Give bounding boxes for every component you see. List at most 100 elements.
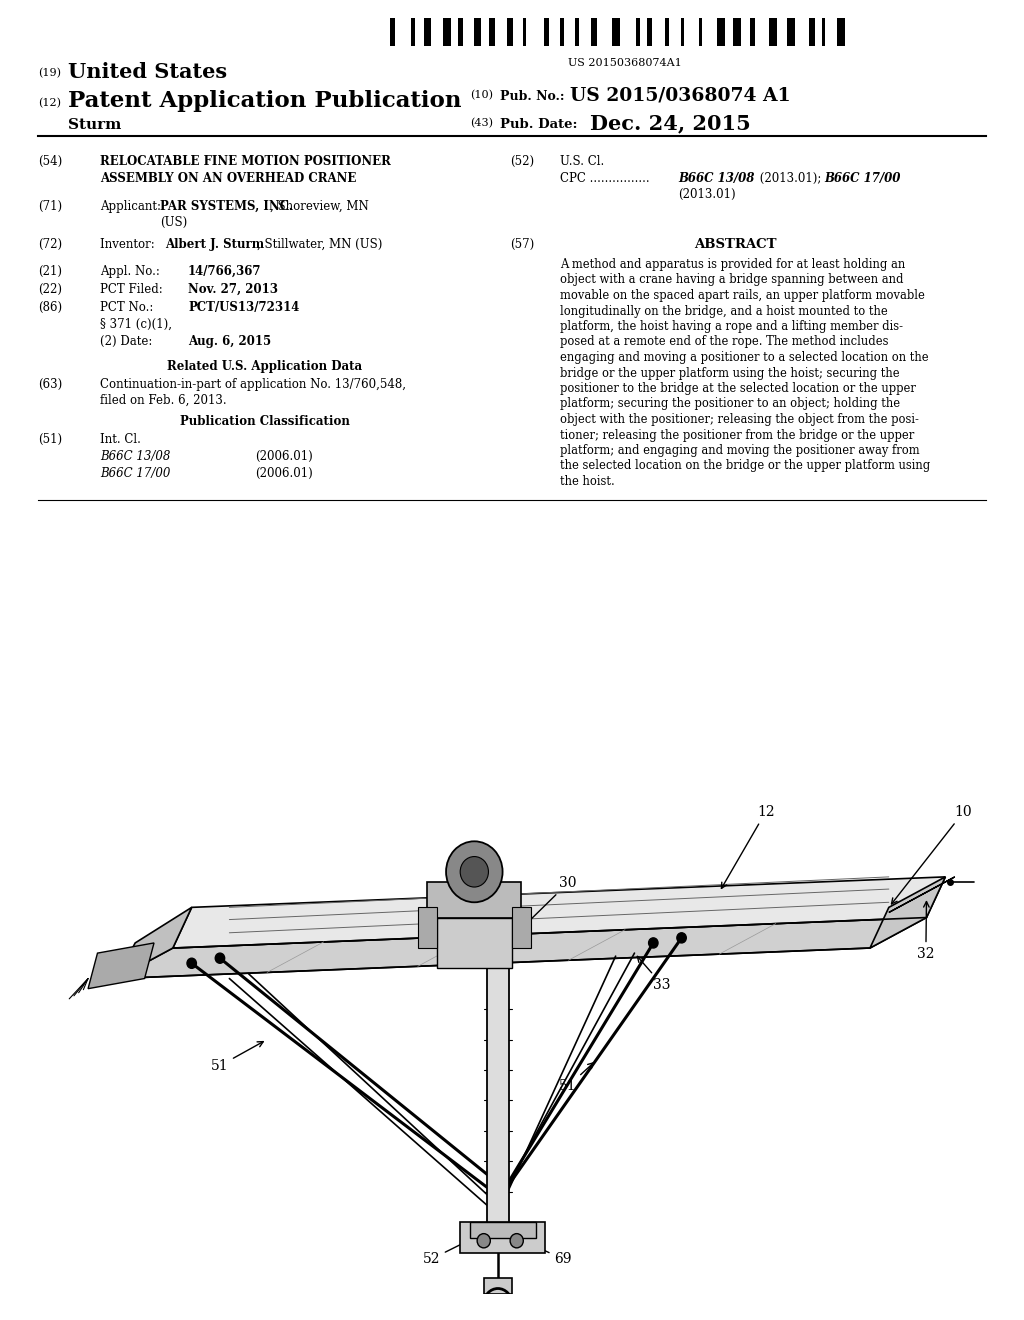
Text: 30: 30 bbox=[515, 876, 577, 935]
Text: B66C 13/08: B66C 13/08 bbox=[678, 172, 755, 185]
Text: A method and apparatus is provided for at least holding an: A method and apparatus is provided for a… bbox=[560, 257, 905, 271]
Bar bbox=[787, 18, 795, 46]
Text: PCT No.:: PCT No.: bbox=[100, 301, 183, 314]
Bar bbox=[751, 18, 756, 46]
Circle shape bbox=[648, 937, 658, 948]
Polygon shape bbox=[427, 882, 521, 917]
Circle shape bbox=[477, 1234, 490, 1247]
Bar bbox=[665, 18, 670, 46]
Text: Continuation-in-part of application No. 13/760,548,: Continuation-in-part of application No. … bbox=[100, 378, 406, 391]
Text: (71): (71) bbox=[38, 201, 62, 213]
Text: (12): (12) bbox=[38, 98, 61, 108]
Bar bbox=[837, 18, 845, 46]
Bar bbox=[717, 18, 725, 46]
Text: (63): (63) bbox=[38, 378, 62, 391]
Text: object with a crane having a bridge spanning between and: object with a crane having a bridge span… bbox=[560, 273, 903, 286]
Text: Patent Application Publication: Patent Application Publication bbox=[68, 90, 462, 112]
Text: , Stillwater, MN (US): , Stillwater, MN (US) bbox=[257, 238, 382, 251]
Text: platform; and engaging and moving the positioner away from: platform; and engaging and moving the po… bbox=[560, 444, 920, 457]
Text: United States: United States bbox=[68, 62, 227, 82]
Text: § 371 (c)(1),: § 371 (c)(1), bbox=[100, 318, 172, 331]
Text: (86): (86) bbox=[38, 301, 62, 314]
Text: (52): (52) bbox=[510, 154, 535, 168]
Text: 69: 69 bbox=[520, 1239, 571, 1266]
Text: ASSEMBLY ON AN OVERHEAD CRANE: ASSEMBLY ON AN OVERHEAD CRANE bbox=[100, 172, 356, 185]
Bar bbox=[411, 18, 415, 46]
Text: US 2015/0368074 A1: US 2015/0368074 A1 bbox=[570, 86, 791, 104]
Text: Pub. Date:: Pub. Date: bbox=[500, 117, 578, 131]
Text: (2006.01): (2006.01) bbox=[255, 467, 312, 480]
Text: PAR SYSTEMS, INC.: PAR SYSTEMS, INC. bbox=[160, 201, 293, 213]
Circle shape bbox=[460, 857, 488, 887]
Text: object with the positioner; releasing the object from the posi-: object with the positioner; releasing th… bbox=[560, 413, 919, 426]
Polygon shape bbox=[418, 907, 436, 948]
Bar bbox=[489, 18, 496, 46]
Bar bbox=[459, 18, 463, 46]
Text: Appl. No.:: Appl. No.: bbox=[100, 265, 186, 279]
Polygon shape bbox=[173, 876, 945, 948]
Bar bbox=[442, 18, 451, 46]
Text: 12: 12 bbox=[722, 805, 774, 888]
Bar bbox=[507, 18, 513, 46]
Text: B66C 13/08: B66C 13/08 bbox=[100, 450, 170, 463]
Bar bbox=[474, 18, 480, 46]
Polygon shape bbox=[470, 1222, 536, 1238]
Text: platform, the hoist having a rope and a lifting member dis-: platform, the hoist having a rope and a … bbox=[560, 319, 903, 333]
Polygon shape bbox=[889, 876, 954, 912]
Text: the hoist.: the hoist. bbox=[560, 475, 614, 488]
Text: Related U.S. Application Data: Related U.S. Application Data bbox=[168, 360, 362, 374]
Text: Dec. 24, 2015: Dec. 24, 2015 bbox=[590, 114, 751, 133]
Bar bbox=[698, 18, 701, 46]
Text: (21): (21) bbox=[38, 265, 62, 279]
Bar bbox=[681, 18, 684, 46]
Text: Aug. 6, 2015: Aug. 6, 2015 bbox=[188, 335, 271, 348]
Text: Pub. No.:: Pub. No.: bbox=[500, 90, 564, 103]
Text: positioner to the bridge at the selected location or the upper: positioner to the bridge at the selected… bbox=[560, 381, 915, 395]
Circle shape bbox=[187, 958, 197, 969]
Text: (54): (54) bbox=[38, 154, 62, 168]
Bar bbox=[560, 18, 563, 46]
Text: longitudinally on the bridge, and a hoist mounted to the: longitudinally on the bridge, and a hois… bbox=[560, 305, 888, 318]
Bar bbox=[611, 18, 621, 46]
Text: RELOCATABLE FINE MOTION POSITIONER: RELOCATABLE FINE MOTION POSITIONER bbox=[100, 154, 391, 168]
Polygon shape bbox=[870, 876, 945, 948]
Text: ABSTRACT: ABSTRACT bbox=[693, 238, 776, 251]
Text: 10: 10 bbox=[892, 805, 973, 904]
Text: 32: 32 bbox=[918, 902, 935, 961]
Text: 51: 51 bbox=[211, 1041, 263, 1073]
Text: (10): (10) bbox=[470, 90, 493, 100]
Bar bbox=[390, 18, 395, 46]
Text: 52: 52 bbox=[423, 1239, 470, 1266]
Bar bbox=[822, 18, 825, 46]
Text: Nov. 27, 2013: Nov. 27, 2013 bbox=[188, 282, 278, 296]
Polygon shape bbox=[88, 942, 154, 989]
Text: (2) Date:: (2) Date: bbox=[100, 335, 182, 348]
Text: (2013.01): (2013.01) bbox=[678, 187, 735, 201]
Polygon shape bbox=[436, 917, 512, 969]
Text: filed on Feb. 6, 2013.: filed on Feb. 6, 2013. bbox=[100, 393, 226, 407]
Text: (2006.01): (2006.01) bbox=[255, 450, 312, 463]
Polygon shape bbox=[483, 1278, 512, 1294]
Text: 14/766,367: 14/766,367 bbox=[188, 265, 261, 279]
Circle shape bbox=[446, 841, 503, 903]
Text: Albert J. Sturm: Albert J. Sturm bbox=[165, 238, 264, 251]
Text: PCT Filed:: PCT Filed: bbox=[100, 282, 189, 296]
Circle shape bbox=[510, 1234, 523, 1247]
Text: U.S. Cl.: U.S. Cl. bbox=[560, 154, 604, 168]
Bar bbox=[574, 18, 579, 46]
Text: 33: 33 bbox=[637, 957, 671, 991]
Text: bridge or the upper platform using the hoist; securing the: bridge or the upper platform using the h… bbox=[560, 367, 900, 380]
Bar bbox=[544, 18, 549, 46]
Bar bbox=[591, 18, 597, 46]
Circle shape bbox=[677, 933, 686, 942]
Text: platform; securing the positioner to an object; holding the: platform; securing the positioner to an … bbox=[560, 397, 900, 411]
Text: CPC ................: CPC ................ bbox=[560, 172, 653, 185]
Text: Inventor:: Inventor: bbox=[100, 238, 166, 251]
Text: PCT/US13/72314: PCT/US13/72314 bbox=[188, 301, 299, 314]
Bar bbox=[809, 18, 815, 46]
Text: (19): (19) bbox=[38, 69, 61, 78]
Bar bbox=[732, 18, 740, 46]
Text: (72): (72) bbox=[38, 238, 62, 251]
Text: (22): (22) bbox=[38, 282, 62, 296]
Bar bbox=[647, 18, 652, 46]
